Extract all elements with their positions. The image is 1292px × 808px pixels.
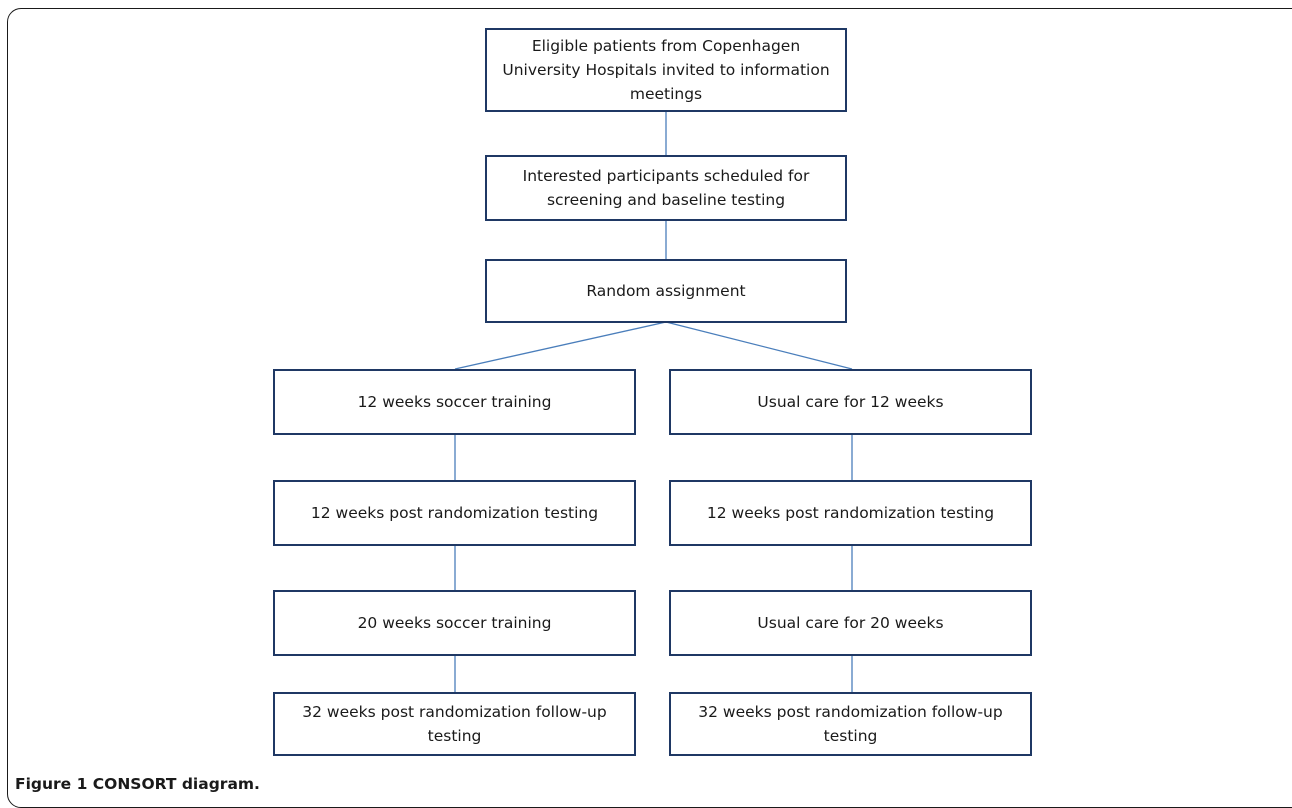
box-usual-care-20-weeks: Usual care for 20 weeks xyxy=(669,590,1032,656)
connector-random-to-soccer12 xyxy=(454,321,667,370)
box-soccer-20-weeks: 20 weeks soccer training xyxy=(273,590,636,656)
box-post-test-left: 12 weeks post randomization testing xyxy=(273,480,636,546)
box-post-test-right: 12 weeks post randomization testing xyxy=(669,480,1032,546)
box-follow-up-right: 32 weeks post randomization follow-up te… xyxy=(669,692,1032,756)
box-random-assignment: Random assignment xyxy=(485,259,847,323)
box-usual-care-12-weeks: Usual care for 12 weeks xyxy=(669,369,1032,435)
box-follow-up-left: 32 weeks post randomization follow-up te… xyxy=(273,692,636,756)
box-soccer-12-weeks: 12 weeks soccer training xyxy=(273,369,636,435)
figure-caption: Figure 1 CONSORT diagram. xyxy=(15,775,260,793)
box-screening: Interested participants scheduled for sc… xyxy=(485,155,847,221)
box-eligible-patients: Eligible patients from Copenhagen Univer… xyxy=(485,28,847,112)
connector-random-to-usual12 xyxy=(665,321,853,370)
